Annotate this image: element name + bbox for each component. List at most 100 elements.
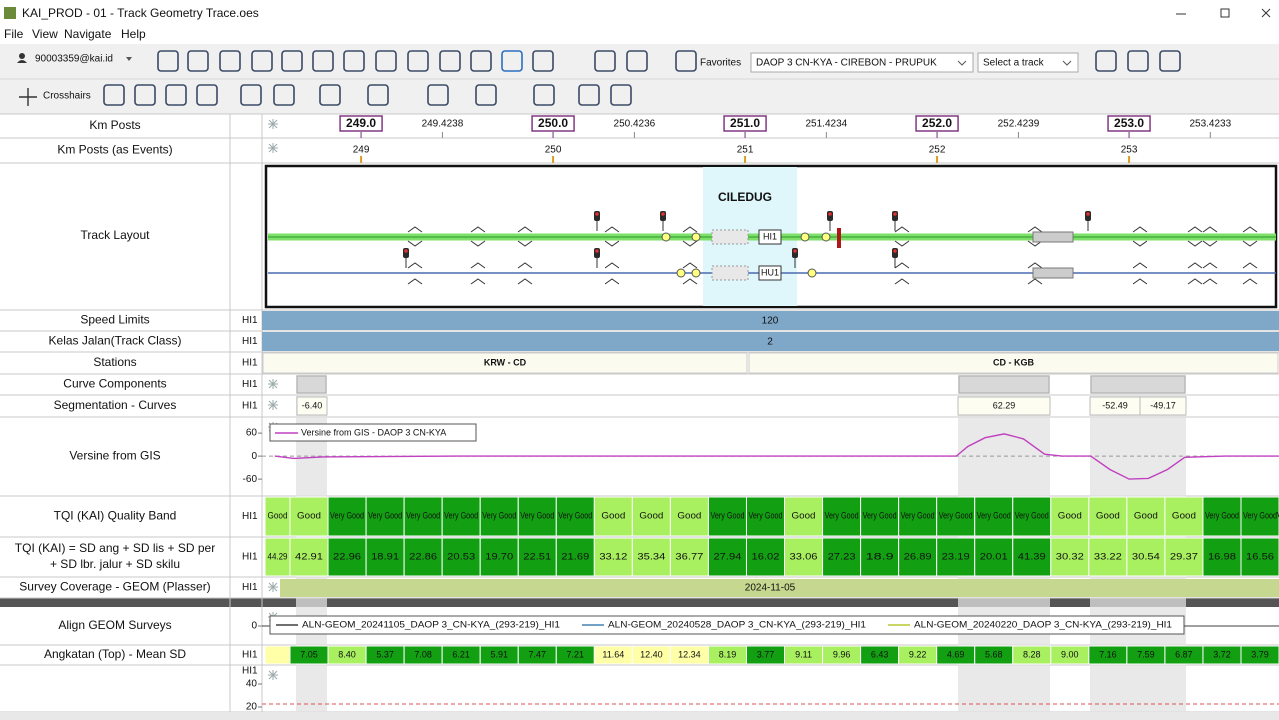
tqi-value: 22.86 <box>409 551 437 561</box>
row-unit: HI1 <box>242 582 258 593</box>
switch-mark <box>1132 262 1148 269</box>
menu-item[interactable]: Help <box>121 27 146 41</box>
toolbar-button[interactable] <box>1127 50 1149 72</box>
buffer <box>837 228 841 248</box>
crosshairs-button[interactable]: Crosshairs <box>43 91 91 102</box>
row-icon <box>268 582 278 592</box>
toolbar-button[interactable] <box>103 84 125 106</box>
switch-mark <box>604 240 620 247</box>
toolbar-button[interactable] <box>196 84 218 106</box>
curve-segment <box>1139 396 1187 416</box>
quality-band-label: Very Good <box>1015 510 1049 520</box>
track-name: HI1 <box>763 231 777 241</box>
menu-item[interactable]: View <box>32 27 58 41</box>
row-icon <box>268 119 278 129</box>
toolbar-button[interactable] <box>367 84 389 106</box>
curve-segment-value: 62.29 <box>993 400 1016 410</box>
quality-band-label: Good <box>1172 510 1196 520</box>
y-tick-label: -60 <box>243 474 258 485</box>
angkatan-value: 5.68 <box>985 649 1003 659</box>
tqi-value: 41.39 <box>1018 551 1046 561</box>
toolbar-button[interactable] <box>532 50 554 72</box>
toolbar-button[interactable] <box>594 50 616 72</box>
toolbar-button[interactable] <box>439 50 461 72</box>
tqi-value-cell <box>707 537 747 577</box>
track-tag <box>758 229 782 245</box>
toolbar-button[interactable] <box>533 84 555 106</box>
row-unit: HI1 <box>242 315 258 326</box>
toolbar-button[interactable] <box>219 50 241 72</box>
quality-band-label: Very Good <box>939 510 973 520</box>
toolbar-button[interactable] <box>312 50 334 72</box>
toolbar-button[interactable] <box>407 50 429 72</box>
km-event-label: 253 <box>1121 145 1138 156</box>
toolbar-button[interactable] <box>1159 50 1181 72</box>
switch-mark <box>1027 262 1043 269</box>
toolbar-button[interactable] <box>251 50 273 72</box>
switch-mark <box>517 262 533 269</box>
toolbar-button[interactable] <box>319 84 341 106</box>
maximize-button[interactable] <box>1220 8 1230 18</box>
tqi-value: 44.29 <box>268 551 288 561</box>
quality-band-label: Good <box>792 510 816 520</box>
tqi-value-cell <box>631 537 671 577</box>
signal-light <box>828 212 832 216</box>
route-dropdown[interactable] <box>750 52 974 73</box>
toolbar-button[interactable] <box>157 50 179 72</box>
tqi-value-cell <box>1088 537 1128 577</box>
toolbar-button[interactable] <box>675 50 697 72</box>
row-unit: HI1 <box>242 666 258 677</box>
legend-entry: ALN-GEOM_20240220_DAOP 3_CN-KYA_(293-219… <box>914 619 1172 629</box>
toolbar-button[interactable] <box>165 84 187 106</box>
row-unit: HI1 <box>242 336 258 347</box>
user-icon <box>17 60 27 63</box>
quality-band-cell <box>403 496 443 537</box>
angkatan-cell <box>1240 645 1279 665</box>
tqi-value: 16.98 <box>1208 551 1236 561</box>
tqi-value-cell <box>745 537 786 577</box>
toolbar-button[interactable] <box>134 84 156 106</box>
toolbar-button[interactable] <box>610 84 632 106</box>
menu-item[interactable]: File <box>4 27 24 41</box>
track-dropdown[interactable] <box>977 52 1079 73</box>
toolbar-button[interactable] <box>578 84 600 106</box>
tqi-value-cell <box>264 537 291 577</box>
tqi-value-cell <box>441 537 481 577</box>
toolbar-button[interactable] <box>1095 50 1117 72</box>
switch-mark <box>517 226 533 233</box>
switch-mark <box>682 262 698 269</box>
menu-item[interactable]: Navigate <box>64 27 112 41</box>
quality-band-label: Very Good <box>710 510 744 520</box>
signal-light <box>893 249 897 253</box>
toolbar-button[interactable] <box>501 50 523 72</box>
toolbar-button[interactable] <box>187 50 209 72</box>
tqi-value: 33.22 <box>1094 551 1122 561</box>
toolbar-button[interactable] <box>240 84 262 106</box>
row-label: Angkatan (Top) - Mean SD <box>44 647 186 661</box>
quality-band-label: Very Good <box>406 510 440 520</box>
hatch-block <box>1032 267 1074 279</box>
toolbar-button[interactable] <box>343 50 365 72</box>
toolbar-button[interactable] <box>427 84 449 106</box>
switch-mark <box>407 226 423 233</box>
signal-light <box>595 212 599 216</box>
switch-mark <box>1027 240 1043 247</box>
toolbar-button[interactable] <box>470 50 492 72</box>
user-account[interactable]: 90003359@kai.id <box>35 54 113 65</box>
toolbar-button[interactable] <box>375 50 397 72</box>
toolbar-button[interactable] <box>281 50 303 72</box>
legend-entry: ALN-GEOM_20240528_DAOP 3_CN-KYA_(293-219… <box>608 619 866 629</box>
separator-bar <box>0 598 1279 607</box>
close-button[interactable] <box>1261 8 1271 18</box>
legend-entry: Versine from GIS - DAOP 3 CN-KYA <box>301 427 446 437</box>
toolbar-button[interactable] <box>273 84 295 106</box>
toolbar-button[interactable] <box>626 50 648 72</box>
quality-band-label: Very Good <box>1277 510 1279 520</box>
toolbar-button[interactable] <box>475 84 497 106</box>
switch-mark <box>1132 278 1148 285</box>
row-label: Versine from GIS <box>69 449 160 463</box>
tqi-value: 27.94 <box>713 551 741 561</box>
tqi-value: 42.91 <box>295 551 323 561</box>
tqi-value: 30.54 <box>1132 551 1160 561</box>
quality-band-label: Very Good <box>330 510 364 520</box>
